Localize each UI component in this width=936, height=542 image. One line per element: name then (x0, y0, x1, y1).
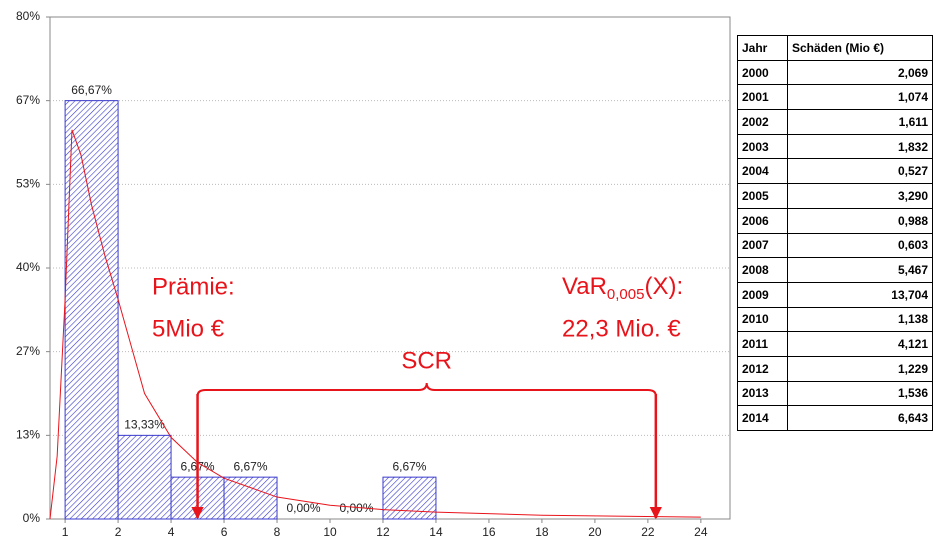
var-text: VaR (562, 273, 607, 300)
table-header: Jahr Schäden (Mio €) (737, 35, 933, 61)
table-row: 2001 1,074 (737, 84, 933, 111)
table-row: 2009 13,704 (737, 281, 933, 308)
table-row: 2014 6,643 (737, 405, 933, 431)
x-tick-label: 1 (62, 525, 69, 539)
x-tick-label: 10 (323, 525, 337, 539)
table-cell: 2004 (737, 158, 788, 185)
table-row: 2005 3,290 (737, 183, 933, 209)
y-tick-label: 53% (16, 177, 40, 191)
value-label: 6,67% (234, 459, 268, 473)
table-cell: 2003 (737, 133, 788, 160)
table-row: 2008 5,467 (737, 257, 933, 283)
table-row: 2004 0,527 (737, 158, 933, 185)
table-cell: 2006 (737, 207, 788, 234)
table-cell: 4,121 (787, 331, 933, 357)
x-tick-label: 16 (482, 525, 496, 539)
table-cell: 2009 (737, 281, 788, 308)
table-row: 2000 2,069 (737, 59, 933, 86)
y-tick-label: 80% (16, 9, 40, 23)
table-cell: 1,138 (787, 306, 933, 333)
table-cell: 0,603 (787, 232, 933, 259)
premium-label: Prämie: (152, 273, 235, 300)
x-tick-label: 2 (115, 525, 122, 539)
table-cell: 1,536 (787, 380, 933, 407)
table-cell: 1,832 (787, 133, 933, 160)
x-tick-label: 14 (429, 525, 443, 539)
value-label: 0,00% (286, 501, 320, 515)
table-cell: 0,988 (787, 207, 933, 234)
table-cell: 1,229 (787, 355, 933, 382)
value-label: 0,00% (339, 501, 373, 515)
table-row: 2011 4,121 (737, 331, 933, 357)
table-cell: 2001 (737, 84, 788, 111)
table-row: 2010 1,138 (737, 306, 933, 333)
value-label: 66,67% (71, 83, 112, 97)
table-cell: 2005 (737, 183, 788, 209)
var-value: 22,3 Mio. € (562, 315, 681, 342)
table-cell: 2008 (737, 257, 788, 283)
x-tick-label: 8 (274, 525, 281, 539)
bar (64, 100, 119, 520)
table-row: 2003 1,832 (737, 133, 933, 160)
x-tick-label: 22 (641, 525, 655, 539)
y-tick-label: 0% (23, 511, 41, 525)
y-tick-label: 13% (16, 428, 40, 442)
table-row: 2007 0,603 (737, 232, 933, 259)
table-cell: 6,643 (787, 405, 933, 431)
x-tick-label: 24 (694, 525, 708, 539)
header-cell: Schäden (Mio €) (787, 35, 933, 61)
table-cell: 5,467 (787, 257, 933, 283)
table-cell: 1,074 (787, 84, 933, 111)
scr-label: SCR (401, 347, 452, 374)
table-cell: 2,069 (787, 59, 933, 86)
table-cell: 1,611 (787, 109, 933, 135)
scr-brace (196, 382, 657, 397)
value-label: 6,67% (392, 459, 426, 473)
value-label: 13,33% (124, 418, 165, 432)
var-label: VaR0,005(X): (562, 273, 683, 303)
x-tick-label: 4 (168, 525, 175, 539)
table-cell: 2013 (737, 380, 788, 407)
y-tick-label: 40% (16, 260, 40, 274)
table-row: 2013 1,536 (737, 380, 933, 407)
table-body: 2000 2,069 2001 1,074 2002 1,611 2003 1,832 2004… (737, 59, 933, 431)
table-cell: 2010 (737, 306, 788, 333)
y-tick-label: 67% (16, 93, 40, 107)
table-cell: 0,527 (787, 158, 933, 185)
table-cell: 2000 (737, 59, 788, 86)
claims-table: Jahr Schäden (Mio €) 2000 2,069 2001 1,074 200… (737, 35, 933, 431)
x-tick-label: 18 (535, 525, 549, 539)
density-curve (49, 129, 701, 520)
y-tick-label: 27% (16, 344, 40, 358)
table-cell: 2007 (737, 232, 788, 259)
table-cell: 3,290 (787, 183, 933, 209)
table-cell: 2002 (737, 109, 788, 135)
x-tick-label: 20 (588, 525, 602, 539)
var-sub: 0,005 (607, 286, 645, 303)
bar (117, 434, 172, 520)
table-cell: 2012 (737, 355, 788, 382)
premium-value: 5Mio € (152, 315, 225, 342)
bar (382, 476, 437, 520)
table-row: 2002 1,611 (737, 109, 933, 135)
table-cell: 2011 (737, 331, 788, 357)
bar (223, 476, 278, 520)
var-suffix: (X): (644, 273, 683, 300)
header-cell: Jahr (737, 35, 788, 61)
x-tick-label: 6 (221, 525, 228, 539)
chart: Prämie: 5Mio € VaR0,005(X): 22,3 Mio. € … (16, 9, 731, 539)
x-tick-label: 12 (376, 525, 390, 539)
table-row: 2006 0,988 (737, 207, 933, 234)
table-row: 2012 1,229 (737, 355, 933, 382)
table-cell: 13,704 (787, 281, 933, 308)
table-cell: 2014 (737, 405, 788, 431)
